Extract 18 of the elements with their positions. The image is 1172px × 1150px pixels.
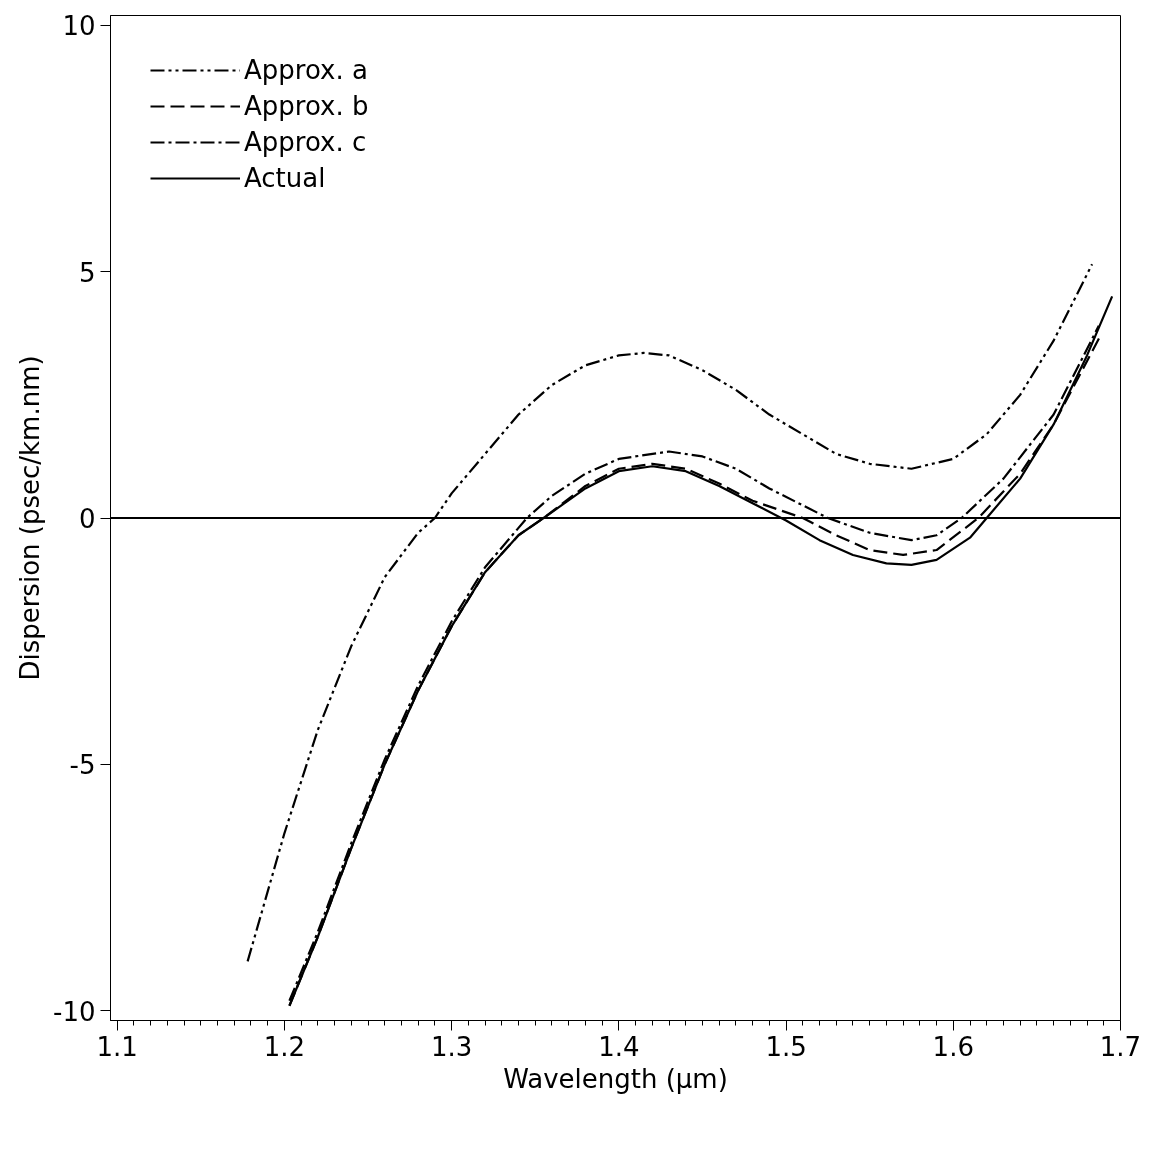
x-axis-title: Wavelength (μm) bbox=[503, 1063, 728, 1094]
x-tick-label: 1.3 bbox=[430, 1031, 473, 1062]
legend-label: Approx. a bbox=[244, 55, 368, 85]
legend-label: Approx. c bbox=[244, 127, 367, 157]
x-tick-label: 1.4 bbox=[598, 1031, 640, 1062]
x-tick-label: 1.2 bbox=[263, 1031, 306, 1062]
y-axis-title: Dispersion (psec/km.nm) bbox=[15, 355, 46, 681]
y-tick-label: -10 bbox=[53, 996, 96, 1027]
x-tick-label: 1.5 bbox=[765, 1031, 807, 1062]
y-tick-label: 0 bbox=[78, 504, 96, 534]
x-tick-label: 1.6 bbox=[932, 1031, 974, 1062]
y-tick-label: 5 bbox=[78, 257, 96, 288]
y-tick-label: -5 bbox=[69, 750, 96, 781]
x-tick-label: 1.7 bbox=[1099, 1031, 1142, 1062]
legend-label: Approx. b bbox=[244, 91, 369, 121]
x-tick-label: 1.1 bbox=[96, 1031, 138, 1062]
y-tick-label: 10 bbox=[62, 11, 96, 42]
legend-label: Actual bbox=[244, 163, 326, 193]
